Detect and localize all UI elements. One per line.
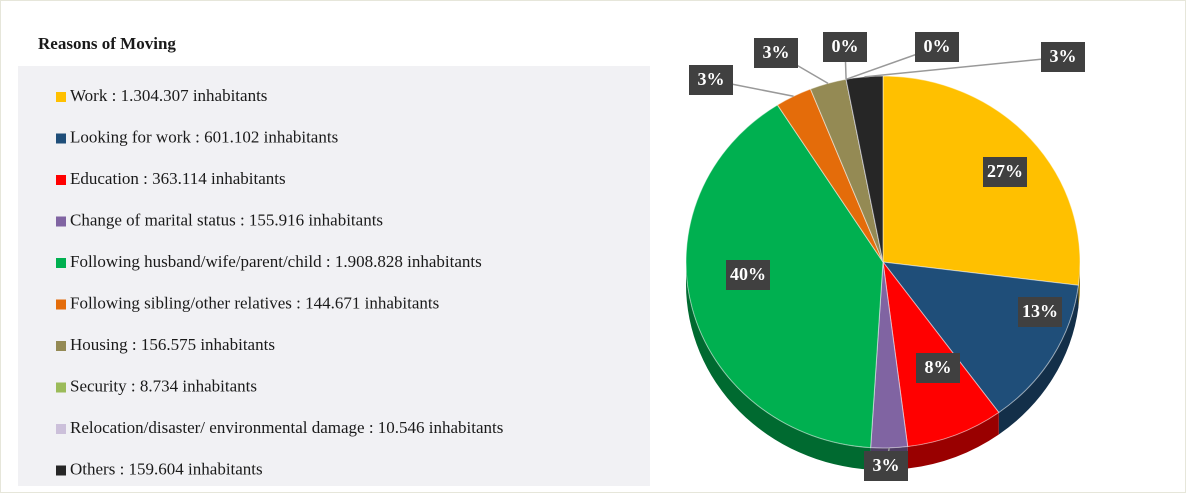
legend-swatch (56, 341, 66, 351)
data-label-box (689, 65, 733, 95)
legend-swatch (56, 216, 66, 227)
legend-swatch (56, 175, 66, 185)
data-label-box (754, 38, 798, 68)
data-label: 3% (698, 69, 725, 89)
data-label: 40% (730, 264, 766, 284)
legend-swatch (56, 424, 66, 434)
legend-swatch (56, 258, 66, 268)
legend-swatch (56, 133, 66, 144)
slice (882, 75, 1081, 286)
legend-label: Others : 159.604 inhabitants (70, 459, 263, 478)
chart-title: Reasons of Moving (38, 34, 176, 53)
data-label-box (726, 260, 770, 290)
slice (685, 104, 884, 449)
legend-swatch (56, 92, 66, 102)
data-label: 3% (1050, 46, 1077, 66)
data-label-box (823, 32, 867, 62)
legend-panel (18, 66, 650, 486)
data-label: 0% (832, 36, 859, 56)
data-label: 8% (925, 357, 952, 377)
legend-swatch (56, 299, 66, 310)
data-label-box (916, 353, 960, 383)
legend-label: Housing : 156.575 inhabitants (70, 335, 275, 354)
slice-side (686, 262, 871, 470)
data-label: 27% (987, 161, 1023, 181)
legend-swatch (56, 382, 66, 393)
leader-line (864, 56, 1064, 78)
data-label-box (864, 451, 908, 481)
legend-label: Change of marital status : 155.916 inhab… (70, 210, 383, 229)
data-label: 3% (763, 42, 790, 62)
data-label-box (915, 32, 959, 62)
legend-swatch (56, 465, 66, 476)
data-label-box (1041, 42, 1085, 72)
legend-label: Following husband/wife/parent/child : 1.… (70, 252, 482, 271)
legend-label: Relocation/disaster/ environmental damag… (70, 418, 503, 437)
data-label-box (983, 157, 1027, 187)
legend-label: Looking for work : 601.102 inhabitants (70, 127, 338, 146)
data-label: 13% (1022, 301, 1058, 321)
slice-side (1078, 262, 1080, 308)
legend-label: Security : 8.734 inhabitants (70, 376, 257, 395)
data-label: 3% (873, 455, 900, 475)
data-label-box (1018, 297, 1062, 327)
legend-label: Following sibling/other relatives : 144.… (70, 293, 439, 312)
data-label: 0% (924, 36, 951, 56)
legend-label: Work : 1.304.307 inhabitants (70, 86, 267, 105)
legend-label: Education : 363.114 inhabitants (70, 169, 286, 188)
